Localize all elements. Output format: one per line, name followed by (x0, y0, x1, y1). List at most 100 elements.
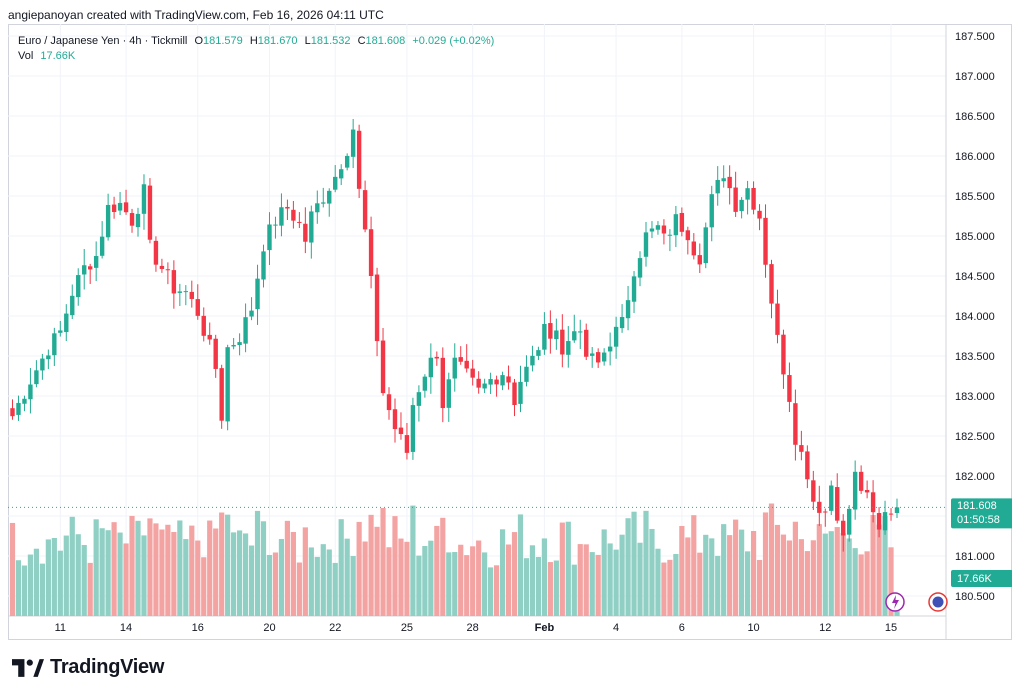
price-tick-label: 186.000 (955, 151, 995, 163)
candle-body (183, 291, 189, 293)
volume-bar (607, 543, 613, 616)
volume-bar (870, 515, 876, 616)
price-tick-label: 187.500 (955, 31, 995, 43)
candle-body (870, 492, 876, 513)
candle-body (279, 207, 284, 226)
volume-bar (661, 562, 667, 616)
candle-body (643, 232, 649, 257)
volume-bar (410, 505, 416, 616)
candle-body (667, 234, 673, 236)
candle-body (58, 330, 63, 333)
volume-bar (278, 538, 285, 616)
candle-body (207, 334, 212, 340)
volume-bar (828, 531, 834, 616)
tradingview-logo-icon (12, 658, 44, 677)
candle-body (105, 204, 111, 238)
volume-bar (242, 533, 249, 616)
volume-bar (219, 512, 225, 616)
volume-bar (619, 534, 625, 616)
last-price-badge-bg (951, 498, 1012, 529)
volume-bar (858, 554, 864, 616)
candle-body (727, 176, 732, 189)
candle-body (321, 202, 326, 204)
price-tick-label: 182.500 (955, 431, 995, 443)
candle-body (470, 368, 475, 378)
volume-bar (248, 545, 255, 616)
price-tick-label: 183.500 (955, 351, 995, 363)
volume-badge: 17.66K (953, 572, 1009, 586)
candle-body (703, 227, 708, 264)
volume-bar (703, 534, 709, 616)
volume-bar (296, 562, 302, 616)
candlestick-chart[interactable]: 187.500 187.000 186.500 186.000 185.500 185.0… (8, 24, 1012, 640)
candle-body (512, 382, 517, 406)
time-tick-label: 12 (819, 622, 831, 634)
volume-bar (750, 530, 757, 616)
candle-body (637, 258, 643, 278)
volume-bar (768, 503, 775, 616)
candle-body (416, 392, 422, 406)
volume-bar (452, 552, 458, 616)
candle-body (64, 313, 69, 333)
candle-body (829, 485, 834, 511)
volume-bar (523, 558, 530, 616)
candle-body (745, 188, 750, 200)
candle-body (243, 317, 248, 344)
candle-body (601, 352, 607, 362)
candle-body (171, 270, 177, 294)
volume-bar (499, 529, 506, 616)
tradingview-logo[interactable]: TradingView (12, 656, 164, 679)
volume-bar (105, 530, 111, 616)
candle-body (255, 278, 260, 310)
candle-body (82, 265, 87, 275)
candle-body (195, 299, 200, 316)
chart-frame (8, 24, 1012, 640)
volume-bar (667, 559, 673, 616)
candle-body (338, 169, 344, 179)
candle-body (267, 224, 272, 251)
volume-bar (380, 508, 386, 616)
legend-volume-row: Vol 17.66K (18, 49, 494, 64)
volume-bar (314, 556, 320, 616)
volume-bar (171, 532, 177, 616)
volume-bar (302, 527, 308, 616)
time-tick-label: Feb (535, 622, 555, 634)
volume-bar (744, 551, 751, 616)
volume-bar (135, 520, 141, 616)
volume-bar (721, 524, 727, 616)
candle-body (398, 427, 404, 435)
candle-body (368, 229, 374, 276)
volume-bar (272, 552, 279, 616)
volume-bar (553, 560, 559, 616)
volume-bar (45, 539, 51, 616)
time-tick-label: 22 (329, 622, 341, 634)
volume-bar (404, 541, 410, 616)
candle-body (548, 323, 553, 339)
price-tick-label: 184.500 (955, 271, 995, 283)
candle-body (595, 352, 601, 363)
candle-body (422, 376, 428, 391)
candle-body (285, 206, 290, 209)
volume-bar (476, 540, 482, 616)
candle-body (697, 255, 702, 265)
volume-bar (213, 528, 219, 616)
volume-bar (195, 540, 201, 616)
volume-bar (822, 533, 828, 616)
candle-body (28, 384, 33, 400)
candle-body (685, 230, 691, 241)
candle-body (882, 512, 888, 531)
volume-bar (559, 522, 565, 616)
volume-bar (780, 534, 787, 616)
candle-body (494, 379, 499, 385)
candle-body (315, 203, 320, 213)
volume-bar (595, 554, 601, 616)
candle-body (374, 274, 380, 342)
candle-body (93, 256, 99, 268)
price-tick-label: 180.500 (955, 591, 995, 603)
candle-body (864, 490, 870, 493)
volume-bar (774, 524, 781, 616)
time-tick-label: 20 (263, 622, 275, 634)
volume-bar (571, 564, 577, 616)
candle-body (793, 403, 798, 445)
volume-bar (876, 524, 882, 616)
